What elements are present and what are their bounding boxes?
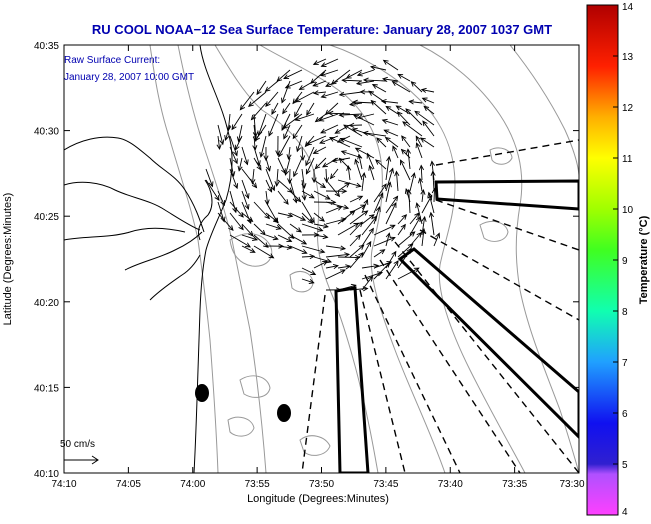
x-tick-label: 73:45 [373,479,398,490]
x-tick-label: 73:55 [245,479,270,490]
colorbar-tick-label: 10 [622,205,634,216]
colorbar-tick-label: 5 [622,460,628,471]
x-tick-label: 74:05 [116,479,141,490]
x-tick-label: 74:00 [180,479,205,490]
colorbar-tick-label: 9 [622,256,628,267]
y-tick-label: 40:30 [34,127,59,138]
colorbar-label: Temperature (°C) [638,215,650,304]
x-tick-label: 73:35 [502,479,527,490]
y-tick-label: 40:10 [34,469,59,480]
y-tick-label: 40:25 [34,212,59,223]
figure-title: RU COOL NOAA−12 Sea Surface Temperature:… [92,22,552,37]
x-tick-label: 73:50 [309,479,334,490]
colorbar-tick-label: 11 [622,154,633,165]
current-label-line1: Raw Surface Current: [64,55,160,66]
colorbar-tick-label: 14 [622,2,634,13]
x-tick-label: 73:40 [438,479,463,490]
y-tick-label: 40:20 [34,298,59,309]
x-tick-label: 74:10 [51,479,76,490]
x-tick-label: 73:30 [559,479,584,490]
y-axis-label: Latitude (Degrees:Minutes) [2,193,14,326]
colorbar-tick-label: 7 [622,358,628,369]
colorbar-tick-label: 13 [622,52,634,63]
colorbar-tick-label: 4 [622,507,628,518]
radar-site-marker [277,404,291,422]
colorbar-tick-label: 6 [622,409,628,420]
y-tick-label: 40:35 [34,41,59,52]
colorbar-tick-label: 8 [622,307,628,318]
radar-site-marker [195,384,209,402]
y-tick-label: 40:15 [34,383,59,394]
x-axis-label: Longitude (Degrees:Minutes) [247,493,389,505]
colorbar-tick-label: 12 [622,103,634,114]
current-vector [434,189,435,202]
current-vector [338,257,360,258]
scale-label: 50 cm/s [60,439,95,450]
current-label-line2: January 28, 2007 10:00 GMT [64,72,194,83]
